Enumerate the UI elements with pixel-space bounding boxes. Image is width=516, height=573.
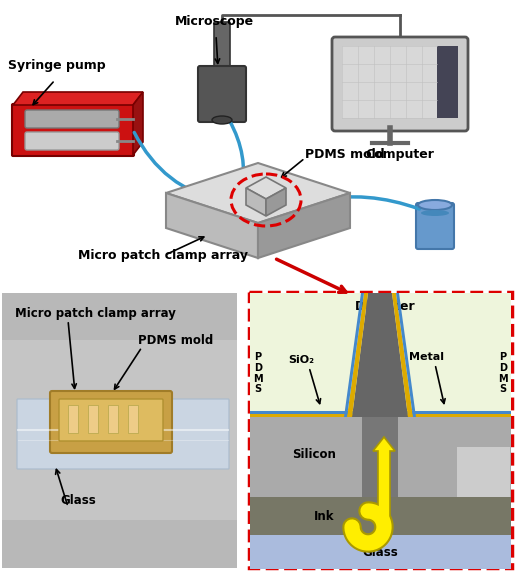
Bar	[108, 405, 118, 433]
Text: Metal: Metal	[410, 352, 444, 362]
FancyBboxPatch shape	[416, 203, 454, 249]
Polygon shape	[133, 92, 143, 155]
Text: Micro patch clamp array: Micro patch clamp array	[15, 307, 176, 320]
Text: Microscope: Microscope	[174, 15, 253, 28]
Polygon shape	[266, 188, 286, 216]
Text: PDMS: PDMS	[468, 457, 502, 467]
Ellipse shape	[418, 200, 452, 210]
Bar	[342, 46, 437, 118]
Polygon shape	[246, 188, 266, 216]
Bar	[2, 340, 237, 520]
Text: Syringe pump: Syringe pump	[8, 59, 106, 72]
Text: Glass: Glass	[60, 493, 96, 507]
Bar	[68, 405, 78, 433]
Polygon shape	[352, 293, 408, 417]
Text: P
D
M
S: P D M S	[498, 352, 508, 394]
FancyBboxPatch shape	[12, 104, 134, 156]
Text: Glass: Glass	[362, 545, 398, 559]
Bar	[457, 447, 510, 497]
Polygon shape	[258, 193, 350, 258]
Polygon shape	[166, 163, 350, 223]
Bar	[250, 497, 511, 535]
Polygon shape	[392, 293, 413, 417]
Text: P
D
M
S: P D M S	[253, 352, 263, 394]
Text: PDMS mold: PDMS mold	[305, 148, 384, 162]
FancyBboxPatch shape	[332, 37, 468, 131]
Text: Micro patch clamp array: Micro patch clamp array	[78, 249, 248, 261]
Bar	[250, 411, 511, 414]
Polygon shape	[246, 177, 286, 199]
Bar	[250, 293, 511, 411]
Bar	[249, 292, 512, 568]
Bar	[250, 411, 511, 417]
Bar	[250, 417, 511, 497]
Bar	[362, 417, 398, 497]
Polygon shape	[13, 92, 143, 105]
FancyBboxPatch shape	[25, 110, 119, 128]
Text: Computer: Computer	[365, 148, 434, 161]
FancyBboxPatch shape	[198, 66, 246, 122]
Bar	[437, 46, 458, 118]
Polygon shape	[396, 293, 416, 417]
Bar	[88, 405, 98, 433]
Bar	[128, 405, 138, 433]
Text: SiO₂: SiO₂	[288, 355, 314, 365]
Polygon shape	[347, 293, 368, 417]
Ellipse shape	[212, 116, 232, 124]
Ellipse shape	[421, 210, 449, 216]
FancyBboxPatch shape	[50, 391, 172, 453]
FancyBboxPatch shape	[59, 399, 163, 441]
Bar	[250, 535, 511, 569]
Bar	[2, 293, 237, 568]
FancyBboxPatch shape	[25, 132, 119, 150]
FancyBboxPatch shape	[214, 22, 230, 69]
Text: DI water: DI water	[355, 300, 415, 312]
FancyBboxPatch shape	[17, 399, 229, 469]
Polygon shape	[344, 293, 364, 417]
Text: Ink: Ink	[314, 509, 334, 523]
Text: PDMS mold: PDMS mold	[138, 333, 213, 347]
Polygon shape	[166, 193, 258, 258]
Text: Silicon: Silicon	[292, 449, 336, 461]
FancyArrow shape	[373, 437, 395, 527]
